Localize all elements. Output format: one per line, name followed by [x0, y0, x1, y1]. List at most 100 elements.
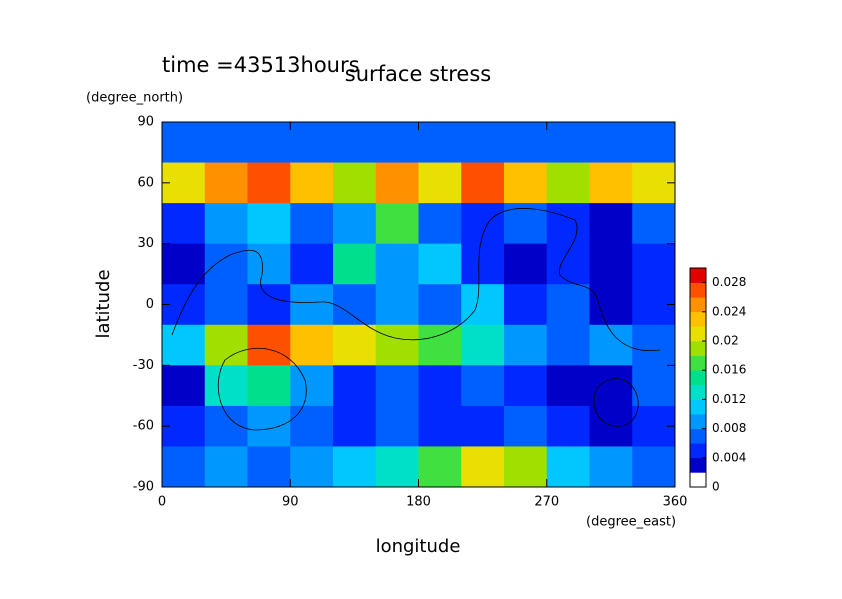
cell [375, 405, 419, 447]
cell [247, 324, 291, 366]
cell [632, 122, 676, 164]
cell [162, 446, 206, 488]
colorbar-bin [690, 457, 706, 473]
cell [589, 284, 633, 326]
cell [461, 446, 505, 488]
colorbar-frame [689, 267, 707, 488]
colorbar-bin [690, 384, 706, 400]
coastline [217, 347, 307, 431]
coastline [171, 208, 661, 352]
colorbar-bin [690, 443, 706, 459]
colorbar-tick-label: 0.028 [712, 275, 746, 289]
cell [204, 446, 248, 488]
cell [504, 405, 548, 447]
colorbar-bin [690, 282, 706, 298]
axes: 0 90 180 270 360 -90 -60 -30 0 30 60 90 [133, 115, 688, 510]
cell [461, 203, 505, 245]
cell [589, 446, 633, 488]
cell [333, 365, 377, 407]
cell [162, 243, 206, 285]
cell [375, 122, 419, 164]
cell [418, 284, 462, 326]
cell [632, 203, 676, 245]
x-tick-label: 0 [158, 495, 166, 510]
y-tick-label: 60 [137, 175, 154, 190]
y-tick-label: -90 [133, 480, 154, 495]
colorbar-tick-label: 0.008 [712, 421, 746, 435]
cell [290, 365, 334, 407]
cell [247, 203, 291, 245]
cell [290, 284, 334, 326]
cell [589, 162, 633, 204]
cell [162, 203, 206, 245]
colorbar-tick-label: 0.012 [712, 392, 746, 406]
cell [504, 365, 548, 407]
cell [247, 284, 291, 326]
cell [375, 203, 419, 245]
colorbar-tick-label: 0.004 [712, 450, 746, 464]
cell [247, 365, 291, 407]
cell [333, 162, 377, 204]
cell [375, 324, 419, 366]
cell [290, 122, 334, 164]
cell [333, 324, 377, 366]
cell [204, 203, 248, 245]
x-tick-label: 360 [663, 495, 688, 510]
cell [546, 446, 590, 488]
cell [418, 324, 462, 366]
y-tick-label: 0 [146, 297, 154, 312]
cell [204, 243, 248, 285]
cell [546, 324, 590, 366]
cell [247, 243, 291, 285]
colorbar: 0 0.004 0.008 0.012 0.016 0.02 0.024 0.028 [689, 267, 746, 494]
cell [204, 162, 248, 204]
cell [290, 203, 334, 245]
coastlines [171, 208, 661, 431]
cell [290, 324, 334, 366]
cell [461, 162, 505, 204]
cell [333, 122, 377, 164]
cell [632, 365, 676, 407]
cell [290, 162, 334, 204]
cell [504, 324, 548, 366]
y-axis-label: latitude [93, 269, 114, 338]
colorbar-bin [690, 355, 706, 371]
cell [632, 446, 676, 488]
cell [546, 122, 590, 164]
x-tick-label: 180 [406, 495, 431, 510]
cell [461, 243, 505, 285]
cell [418, 122, 462, 164]
cell [204, 365, 248, 407]
cell [333, 203, 377, 245]
x-unit: (degree_east) [586, 515, 676, 530]
coastline [593, 378, 639, 427]
cell [204, 324, 248, 366]
cell [247, 162, 291, 204]
colorbar-bin [690, 472, 706, 488]
colorbar-bin [690, 399, 706, 415]
cell [290, 446, 334, 488]
cell [418, 243, 462, 285]
cell [204, 284, 248, 326]
colorbar-bin [690, 297, 706, 313]
cell [162, 365, 206, 407]
cell [247, 122, 291, 164]
y-tick-label: -60 [133, 419, 154, 434]
cell [546, 365, 590, 407]
cell [418, 203, 462, 245]
colorbar-tick-label: 0 [712, 480, 720, 494]
colorbar-bin [690, 326, 706, 342]
cell [418, 405, 462, 447]
y-unit: (degree_north) [86, 91, 183, 106]
cell [504, 446, 548, 488]
cell [333, 243, 377, 285]
cell [418, 365, 462, 407]
colorbar-bin [690, 428, 706, 444]
cell [162, 122, 206, 164]
x-axis-label: longitude [376, 536, 461, 557]
cell [162, 324, 206, 366]
x-tick-label: 270 [534, 495, 559, 510]
y-tick-label: 30 [137, 236, 154, 251]
cell [333, 284, 377, 326]
colorbar-tick-label: 0.02 [712, 334, 739, 348]
